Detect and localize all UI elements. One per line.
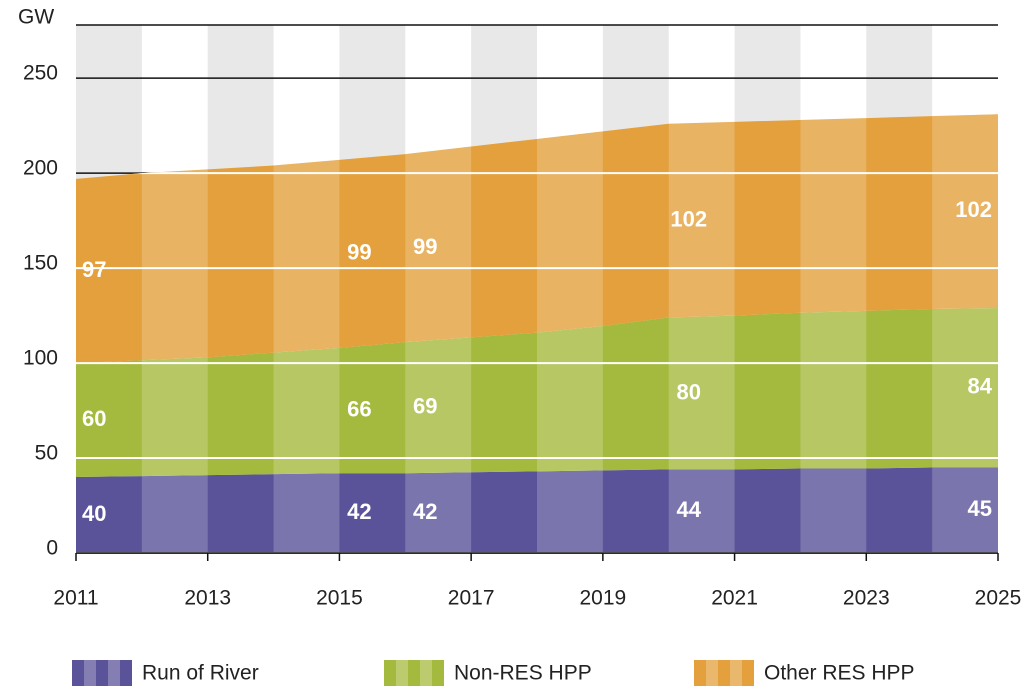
stripe [537, 114, 603, 553]
y-tick-label: 200 [23, 157, 58, 180]
legend-stripe [396, 660, 408, 686]
y-tick-label: 50 [35, 442, 58, 465]
stripe [405, 114, 472, 553]
value-label: 42 [347, 499, 371, 524]
stripe [932, 114, 998, 553]
legend-swatch [384, 660, 444, 686]
x-tick-label: 2011 [53, 587, 98, 610]
stripe [141, 114, 208, 553]
value-label: 99 [347, 240, 371, 265]
x-tick-label: 2015 [316, 587, 363, 610]
legend-stripe [420, 660, 432, 686]
value-label: 99 [413, 234, 437, 259]
y-tick-label: 250 [23, 62, 58, 85]
x-tick-label: 2023 [843, 587, 890, 610]
value-label: 69 [413, 394, 437, 419]
value-label: 102 [670, 206, 707, 231]
legend-swatch [72, 660, 132, 686]
legend-stripe [730, 660, 742, 686]
legend-stripe [84, 660, 96, 686]
value-label: 97 [82, 257, 106, 282]
value-label: 40 [82, 501, 106, 526]
area [76, 307, 998, 478]
value-label: 66 [347, 396, 371, 421]
stripe [273, 114, 340, 553]
legend-swatch [694, 660, 754, 686]
value-label: 102 [955, 197, 992, 222]
stripe [668, 114, 735, 553]
legend-stripe [108, 660, 120, 686]
value-label: 80 [676, 379, 700, 404]
legend-label: Other RES HPP [764, 662, 915, 685]
legend-label: Run of River [142, 662, 259, 685]
stripe [800, 114, 867, 553]
area [76, 114, 998, 364]
x-tick-label: 2013 [184, 587, 231, 610]
x-tick-label: 2025 [975, 587, 1022, 610]
legend-stripe [706, 660, 718, 686]
y-axis-label: GW [18, 6, 54, 29]
legend-label: Non-RES HPP [454, 662, 592, 685]
value-label: 60 [82, 406, 106, 431]
value-label: 44 [676, 497, 701, 522]
stripes [76, 114, 998, 554]
x-tick-label: 2019 [579, 587, 626, 610]
value-label: 42 [413, 499, 437, 524]
x-tick-label: 2021 [711, 587, 758, 610]
value-label: 45 [968, 496, 992, 521]
value-label: 84 [968, 374, 993, 399]
y-tick-label: 100 [23, 347, 58, 370]
area [76, 467, 998, 553]
y-tick-label: 150 [23, 252, 58, 275]
y-tick-label: 0 [46, 537, 58, 560]
x-tick-label: 2017 [448, 587, 495, 610]
